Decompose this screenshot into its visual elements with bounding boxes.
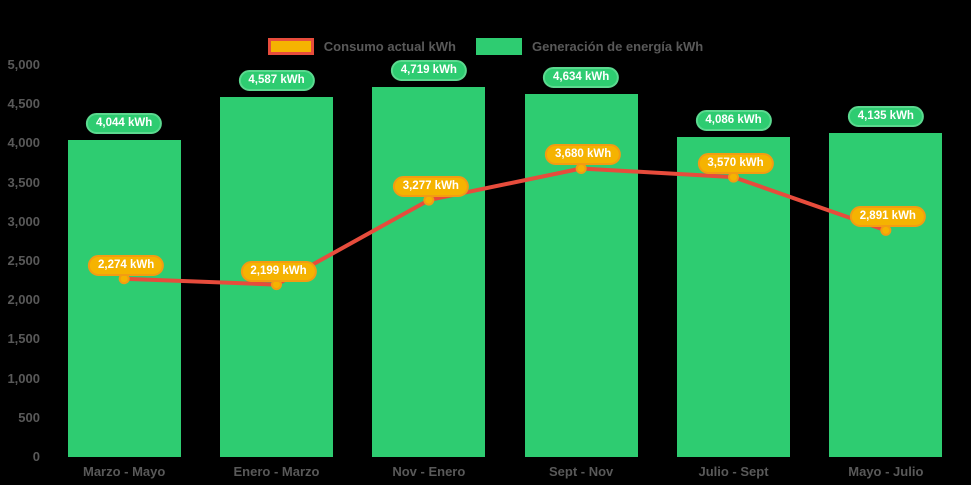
- line-value-pill: 3,570 kWh: [697, 153, 774, 175]
- x-category-label: Marzo - Mayo: [82, 464, 166, 479]
- bar-value-pill: 4,044 kWh: [86, 112, 163, 134]
- line-value-pill: 2,199 kWh: [240, 260, 317, 282]
- bar-value-pill: 4,086 kWh: [695, 109, 772, 131]
- bar-generacion[interactable]: [829, 132, 943, 457]
- x-category-label: Julio - Sept: [698, 464, 769, 479]
- consumo-swatch-icon: [267, 38, 314, 55]
- legend-item-generacion[interactable]: Generación de energía kWh: [475, 38, 704, 55]
- bar-generacion[interactable]: [67, 139, 181, 457]
- bar-generacion[interactable]: [677, 136, 790, 457]
- chart-legend: Consumo actual kWh Generación de energía…: [0, 38, 971, 55]
- x-category-label: Nov - Enero: [392, 464, 466, 479]
- y-tick-label: 2,000: [7, 292, 40, 308]
- y-tick-label: 4,000: [7, 135, 40, 151]
- legend-item-consumo[interactable]: Consumo actual kWh: [267, 38, 456, 55]
- y-tick-label: 3,000: [7, 213, 40, 229]
- y-tick-label: 1,500: [7, 331, 40, 347]
- x-category-label: Mayo - Julio: [848, 464, 924, 479]
- y-tick-label: 4,500: [7, 96, 40, 112]
- line-value-pill: 2,891 kWh: [849, 206, 926, 228]
- line-value-pill: 3,277 kWh: [392, 176, 469, 198]
- bar-value-pill: 4,135 kWh: [847, 105, 924, 127]
- x-category-label: Sept - Nov: [549, 464, 614, 479]
- bar-value-pill: 4,587 kWh: [238, 70, 315, 92]
- bar-value-pill: 4,634 kWh: [543, 66, 620, 88]
- y-tick-label: 0: [32, 449, 40, 464]
- line-value-pill: 3,680 kWh: [545, 144, 622, 166]
- bar-generacion[interactable]: [372, 87, 486, 457]
- y-tick-label: 2,500: [7, 253, 40, 268]
- bar-value-pill: 4,719 kWh: [390, 60, 467, 82]
- y-tick-label: 3,500: [7, 174, 40, 190]
- y-tick-label: 5,000: [7, 57, 40, 72]
- line-value-pill: 2,274 kWh: [88, 254, 165, 276]
- legend-label-consumo: Consumo actual kWh: [323, 39, 456, 54]
- generacion-swatch-icon: [475, 38, 522, 55]
- x-category-label: Enero - Marzo: [233, 464, 320, 479]
- y-tick-label: 1,000: [7, 370, 40, 386]
- legend-label-generacion: Generación de energía kWh: [531, 39, 704, 54]
- y-tick-label: 500: [18, 409, 40, 425]
